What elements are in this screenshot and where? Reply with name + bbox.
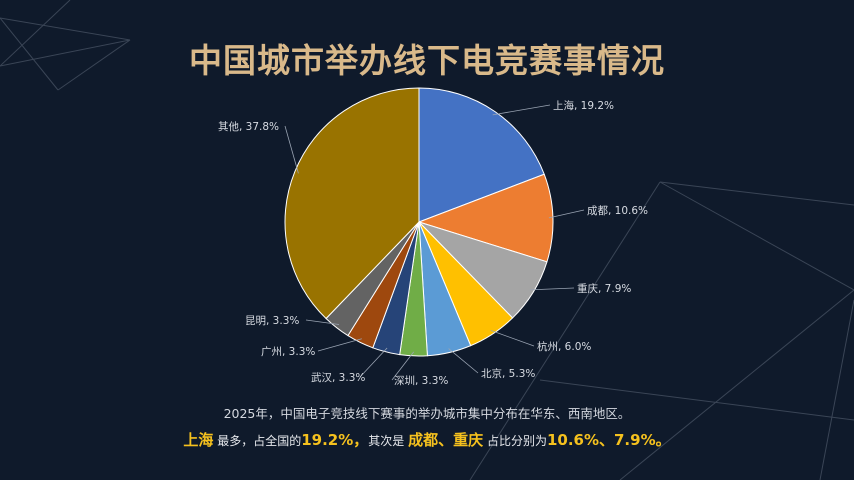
leader-line-5 xyxy=(391,351,415,381)
pie-slice-0 xyxy=(418,87,545,223)
caption-line-1: 2025年，中国电子竞技线下赛事的举办城市集中分布在华东、西南地区。 xyxy=(223,406,631,421)
pie-slice-9 xyxy=(284,87,420,320)
caption-pcts-chengdu-chongqing: 10.6%、7.9%。 xyxy=(546,431,671,449)
slice-label-6: 武汉, 3.3% xyxy=(311,371,365,384)
slice-label-0: 上海, 19.2% xyxy=(553,99,614,112)
leader-line-9 xyxy=(284,125,299,174)
slice-label-3: 杭州, 6.0% xyxy=(537,340,591,353)
leader-line-7 xyxy=(317,338,362,352)
caption-cities-chengdu-chongqing: 成都、重庆 xyxy=(408,431,484,449)
caption-text-2: 其次是 xyxy=(368,434,409,448)
slice-label-2: 重庆, 7.9% xyxy=(577,282,631,295)
leader-line-3 xyxy=(490,330,535,347)
page-title: 中国城市举办线下电竞赛事情况 xyxy=(189,41,665,80)
slice-label-4: 北京, 5.3% xyxy=(481,367,535,380)
slice-label-9: 其他, 37.8% xyxy=(218,120,279,133)
leader-line-4 xyxy=(448,348,479,374)
leader-line-0 xyxy=(492,104,551,116)
caption-line-2: 上海 最多，占全国的19.2%，其次是 成都、重庆 占比分别为10.6%、7.9… xyxy=(0,429,854,450)
caption-text-3: 占比分别为 xyxy=(483,434,547,448)
slice-label-7: 广州, 3.3% xyxy=(261,346,315,358)
caption-text-1: 最多，占全国的 xyxy=(213,434,302,448)
caption-pct-shanghai: 19.2%， xyxy=(301,431,369,449)
slice-label-8: 昆明, 3.3% xyxy=(245,315,299,327)
leader-line-8 xyxy=(305,319,340,325)
leader-line-6 xyxy=(359,347,388,378)
caption-city-shanghai: 上海 xyxy=(183,431,214,449)
leader-line-2 xyxy=(529,287,575,291)
pie-slice-1 xyxy=(417,173,554,263)
slice-label-5: 深圳, 3.3% xyxy=(394,375,448,387)
leader-line-1 xyxy=(548,209,585,219)
slice-label-1: 成都, 10.6% xyxy=(587,205,648,217)
